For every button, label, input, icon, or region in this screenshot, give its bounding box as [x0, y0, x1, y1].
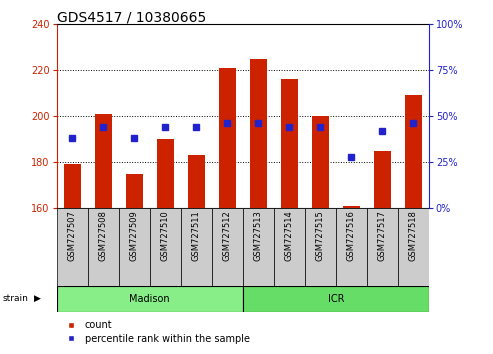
Text: GSM727512: GSM727512 — [223, 211, 232, 261]
Bar — [336, 208, 367, 286]
Text: GSM727517: GSM727517 — [378, 211, 387, 261]
Bar — [57, 208, 88, 286]
Bar — [343, 206, 360, 208]
Text: GSM727510: GSM727510 — [161, 211, 170, 261]
Bar — [243, 208, 274, 286]
Bar — [243, 286, 429, 312]
Text: GDS4517 / 10380665: GDS4517 / 10380665 — [57, 11, 206, 25]
Text: strain: strain — [2, 294, 28, 303]
Bar — [126, 174, 143, 208]
Text: ICR: ICR — [328, 294, 344, 304]
Legend: count, percentile rank within the sample: count, percentile rank within the sample — [62, 320, 250, 344]
Text: GSM727513: GSM727513 — [254, 211, 263, 261]
Bar — [405, 96, 422, 208]
Text: GSM727516: GSM727516 — [347, 211, 356, 261]
Bar — [64, 164, 81, 208]
Bar — [119, 208, 150, 286]
Text: ▶: ▶ — [34, 294, 40, 303]
Text: GSM727508: GSM727508 — [99, 211, 108, 261]
Text: GSM727511: GSM727511 — [192, 211, 201, 261]
Bar — [219, 68, 236, 208]
Bar — [188, 155, 205, 208]
Text: GSM727507: GSM727507 — [68, 211, 77, 261]
Bar — [181, 208, 212, 286]
Bar — [250, 58, 267, 208]
Bar — [274, 208, 305, 286]
Bar — [150, 208, 181, 286]
Bar — [281, 79, 298, 208]
Bar — [312, 116, 329, 208]
Bar — [95, 114, 112, 208]
Bar — [305, 208, 336, 286]
Bar — [157, 139, 174, 208]
Bar — [57, 286, 243, 312]
Bar — [88, 208, 119, 286]
Bar — [374, 151, 391, 208]
Text: GSM727515: GSM727515 — [316, 211, 325, 261]
Text: GSM727514: GSM727514 — [285, 211, 294, 261]
Text: GSM727518: GSM727518 — [409, 211, 418, 261]
Bar — [367, 208, 398, 286]
Bar — [212, 208, 243, 286]
Bar — [398, 208, 429, 286]
Text: GSM727509: GSM727509 — [130, 211, 139, 261]
Text: Madison: Madison — [130, 294, 170, 304]
